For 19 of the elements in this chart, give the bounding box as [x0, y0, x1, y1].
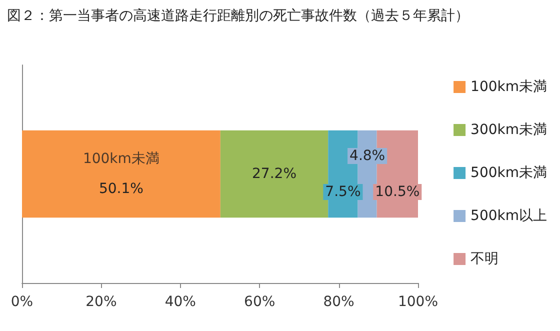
x-tick-label: 100% — [398, 294, 438, 310]
data-label: 7.5% — [325, 184, 361, 200]
data-label: 4.8% — [350, 148, 386, 164]
data-label: 50.1% — [98, 181, 144, 197]
legend-label: 500km以上 — [470, 208, 547, 224]
legend-label: 100km未満 — [470, 79, 547, 95]
data-label: 27.2% — [252, 166, 296, 182]
data-label: 10.5% — [375, 184, 420, 200]
x-tick-label: 0% — [10, 294, 34, 310]
annotation: 100km未満 — [82, 151, 160, 167]
legend-label: 不明 — [470, 251, 499, 267]
legend-label: 300km未満 — [470, 122, 547, 138]
chart-title: 図２：第一当事者の高速道路走行距離別の死亡事故件数（過去５年累計） — [7, 8, 469, 24]
x-tick-label: 40% — [164, 294, 196, 310]
legend-label: 500km未満 — [470, 165, 547, 181]
x-tick-label: 60% — [244, 294, 276, 310]
x-tick-label: 80% — [323, 294, 354, 310]
x-tick-label: 20% — [86, 294, 117, 310]
bar — [22, 130, 220, 218]
